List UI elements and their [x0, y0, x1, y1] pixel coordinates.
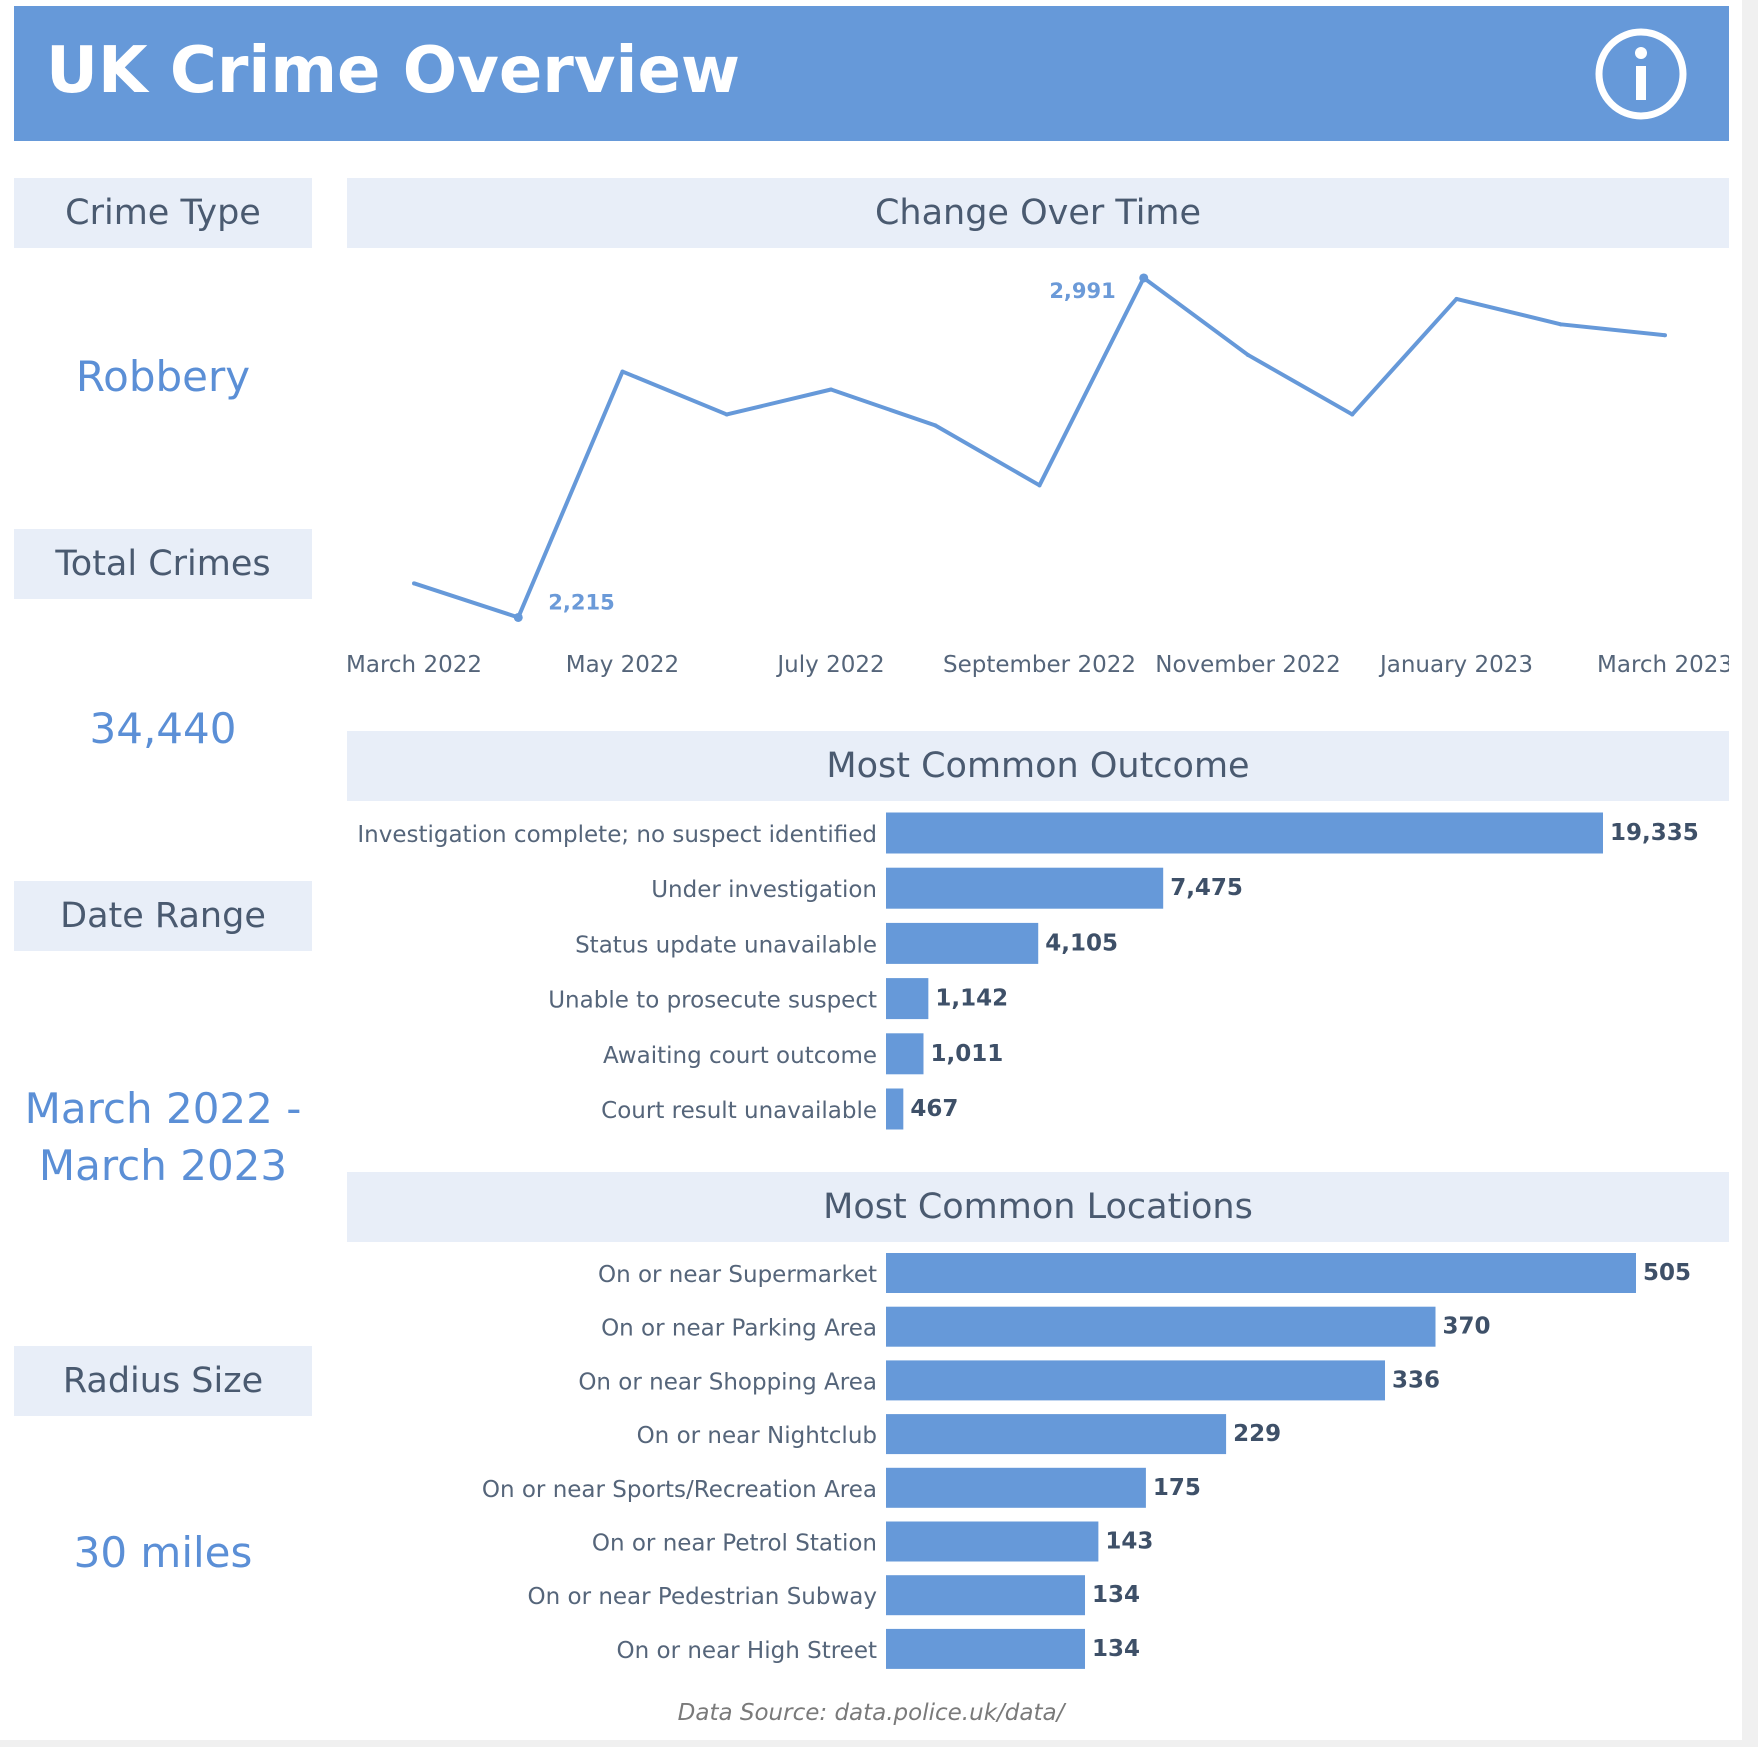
radius-size-header: Radius Size: [14, 1346, 312, 1416]
bar[interactable]: [886, 867, 1164, 909]
bar[interactable]: [886, 812, 1603, 854]
bar[interactable]: [886, 1521, 1099, 1562]
category-label: Court result unavailable: [601, 1098, 877, 1124]
x-tick-label: January 2023: [1378, 652, 1533, 678]
bar[interactable]: [886, 1414, 1227, 1455]
date-range-start: March 2022 -: [24, 1084, 302, 1133]
title-banner: UK Crime Overview: [14, 6, 1729, 141]
bar[interactable]: [886, 1628, 1086, 1669]
highlight-point[interactable]: [513, 612, 523, 622]
value-label: 134: [1092, 1582, 1140, 1608]
date-range-header: Date Range: [14, 881, 312, 951]
bottom-edge: [0, 1740, 1758, 1747]
value-label: 505: [1643, 1260, 1691, 1286]
data-point[interactable]: [724, 412, 729, 417]
point-label: 2,215: [548, 590, 614, 614]
category-label: Status update unavailable: [575, 932, 877, 958]
data-point[interactable]: [829, 387, 833, 392]
total-crimes-value: 34,440: [89, 704, 237, 753]
date-range-value: March 2022 - March 2023: [14, 1080, 312, 1194]
value-label: 143: [1105, 1529, 1153, 1555]
line-chart: 2,215 2,991 March 2022 May 2022 July 2022 Sep…: [347, 273, 1729, 678]
value-label: 4,105: [1045, 930, 1118, 956]
value-label: 229: [1233, 1421, 1281, 1447]
category-label: On or near Parking Area: [601, 1316, 877, 1342]
outcome-header: Most Common Outcome: [347, 731, 1729, 801]
category-label: On or near Shopping Area: [578, 1369, 877, 1395]
category-label: On or near Nightclub: [637, 1423, 877, 1449]
locations-bar-chart: On or near Supermarket 505 On or near Park…: [482, 1253, 1691, 1669]
bar[interactable]: [886, 922, 1039, 964]
info-icon[interactable]: [1593, 26, 1689, 122]
value-label: 19,335: [1610, 820, 1699, 846]
x-tick-label: July 2022: [775, 652, 884, 678]
value-label: 370: [1443, 1314, 1491, 1340]
highlight-point[interactable]: [1139, 273, 1149, 283]
radius-size-value: 30 miles: [73, 1528, 253, 1577]
data-point[interactable]: [1454, 296, 1459, 301]
value-label: 7,475: [1170, 875, 1243, 901]
category-label: Investigation complete; no suspect ident…: [357, 822, 877, 848]
category-label: Awaiting court outcome: [603, 1043, 877, 1069]
bar[interactable]: [886, 1360, 1386, 1401]
data-point[interactable]: [1663, 333, 1667, 338]
data-point[interactable]: [1037, 483, 1042, 488]
outcome-bar-chart: Investigation complete; no suspect ident…: [357, 812, 1699, 1130]
data-point[interactable]: [620, 369, 625, 374]
bar[interactable]: [886, 1033, 924, 1075]
data-point[interactable]: [1246, 352, 1250, 357]
category-label: On or near High Street: [617, 1638, 877, 1664]
point-label: 2,991: [1049, 279, 1115, 303]
x-tick-label: March 2022: [347, 652, 482, 678]
category-label: On or near Petrol Station: [592, 1531, 877, 1557]
x-tick-label: March 2023: [1597, 652, 1729, 678]
locations-header: Most Common Locations: [347, 1172, 1729, 1242]
data-source-note: Data Source: data.police.uk/data/: [677, 1700, 1065, 1726]
bar[interactable]: [886, 1088, 904, 1130]
category-label: On or near Sports/Recreation Area: [482, 1477, 877, 1503]
data-point[interactable]: [1558, 322, 1563, 327]
x-tick-label: May 2022: [566, 652, 679, 678]
crime-type-value: Robbery: [75, 352, 251, 401]
scrollbar-track[interactable]: [1742, 0, 1758, 1747]
category-label: Under investigation: [651, 877, 877, 903]
total-crimes-header: Total Crimes: [14, 529, 312, 599]
bar[interactable]: [886, 1467, 1146, 1508]
bar[interactable]: [886, 1253, 1636, 1293]
value-label: 467: [910, 1096, 958, 1122]
category-label: On or near Pedestrian Subway: [528, 1584, 878, 1610]
date-range-end: March 2023: [38, 1141, 288, 1190]
value-label: 134: [1092, 1636, 1140, 1662]
data-point[interactable]: [412, 581, 416, 586]
crime-type-header: Crime Type: [14, 178, 312, 248]
data-point[interactable]: [933, 423, 938, 428]
category-label: On or near Supermarket: [598, 1262, 877, 1288]
bar[interactable]: [886, 978, 929, 1020]
value-label: 1,011: [930, 1041, 1003, 1067]
change-over-time-header: Change Over Time: [347, 178, 1729, 248]
bar[interactable]: [886, 1306, 1436, 1347]
x-tick-label: November 2022: [1155, 652, 1341, 678]
value-label: 336: [1392, 1367, 1440, 1393]
category-label: Unable to prosecute suspect: [548, 988, 877, 1014]
value-label: 175: [1153, 1475, 1201, 1501]
bar[interactable]: [886, 1575, 1086, 1616]
page-title: UK Crime Overview: [46, 34, 740, 108]
value-label: 1,142: [935, 986, 1008, 1012]
data-point[interactable]: [1350, 412, 1355, 417]
x-tick-label: September 2022: [943, 652, 1136, 678]
series-line: [413, 275, 1666, 620]
